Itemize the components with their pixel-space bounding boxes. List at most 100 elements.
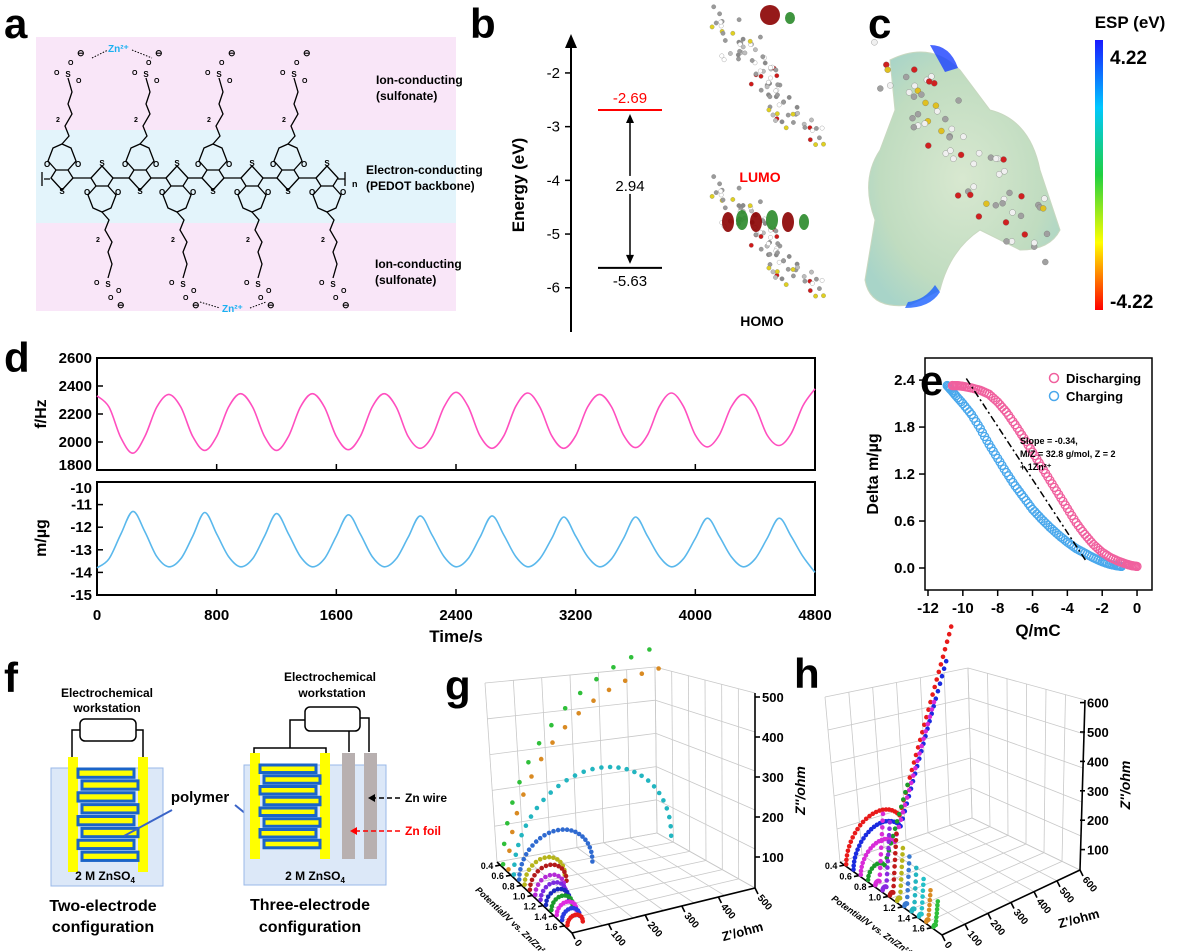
eis-point xyxy=(551,828,556,834)
eis-point xyxy=(878,858,883,864)
e-y-tick-label: 2.4 xyxy=(894,372,916,389)
eis-point xyxy=(897,895,903,901)
electrode-finger xyxy=(76,815,136,827)
eis-point xyxy=(943,658,949,664)
eis-point xyxy=(921,882,926,888)
zre-tick-label: 100 xyxy=(608,929,627,949)
eis-point xyxy=(892,870,897,876)
side-chain xyxy=(139,77,151,145)
eis-point xyxy=(938,662,944,667)
eis-point xyxy=(894,831,899,836)
eis-point xyxy=(516,877,522,882)
thiophene-ring xyxy=(165,165,189,187)
eis-series-0.9 xyxy=(880,820,893,893)
eis-series-1.3 xyxy=(909,865,919,914)
esp-atom xyxy=(911,82,918,90)
eis-point xyxy=(884,878,889,883)
thiophene-ring xyxy=(201,169,225,191)
eis-point xyxy=(921,736,926,742)
atom xyxy=(790,267,796,272)
atom xyxy=(717,11,722,17)
eis-point xyxy=(926,907,932,913)
electrode-bar-left xyxy=(68,757,78,872)
eis-point xyxy=(886,845,891,851)
eis-point xyxy=(913,879,918,884)
grid-line xyxy=(559,878,739,922)
eis-point xyxy=(906,867,911,873)
z-tick-label: 500 xyxy=(762,690,784,705)
panel-d-eqcm-plot: 0 800 1600 2400 3200 4000 4800 1800 2000 2200 2400… xyxy=(33,350,832,646)
eis-point xyxy=(884,871,890,877)
zre-tick-label: 500 xyxy=(755,893,774,913)
d-ticks: 0 800 1600 2400 3200 4000 4800 1800 2000 2200 2400… xyxy=(59,350,832,624)
eis-point xyxy=(941,666,947,671)
eis-point xyxy=(549,907,554,913)
zre-tick xyxy=(987,912,992,920)
potential-tick xyxy=(495,864,501,867)
orbital-lobe xyxy=(782,212,794,232)
eis-point xyxy=(656,790,662,796)
atom xyxy=(748,81,754,87)
sulfonate-sulfur: S xyxy=(330,280,336,289)
sulfur-atom: S xyxy=(99,159,105,168)
electron-band xyxy=(36,130,456,223)
eis-point xyxy=(894,819,900,824)
eis-point xyxy=(569,828,574,833)
eis-point xyxy=(517,779,522,785)
eis-point xyxy=(852,830,858,836)
eis-point xyxy=(859,864,864,870)
d-bottom-y-tick-label: -14 xyxy=(70,564,92,581)
eis-point xyxy=(549,722,554,728)
eis-point xyxy=(580,919,586,924)
charging-point xyxy=(1019,492,1029,503)
discharging-point xyxy=(995,399,1005,410)
potential-tick-label: 1.4 xyxy=(534,912,547,922)
eis-point xyxy=(940,654,946,660)
energy-ticks: -2 -3 -4 -5 -6 xyxy=(547,65,571,297)
energy-tick-label: -6 xyxy=(547,280,560,297)
frequency-series-line xyxy=(96,388,816,454)
sulfonate-oxygen: O xyxy=(191,288,197,295)
eis-series-0.5 xyxy=(506,666,661,872)
potential-tick xyxy=(537,904,544,908)
eis-point xyxy=(879,838,884,844)
atom xyxy=(794,104,800,110)
colorbar-title: ESP (eV) xyxy=(1095,13,1166,32)
eis-point xyxy=(548,790,553,795)
oxygen-atom: O xyxy=(153,160,159,169)
grid-line xyxy=(484,682,498,863)
eis-point xyxy=(611,665,616,670)
panel-g-3d-eis-plot: 100 200 300 400 500 Z''/ohm 0 100 200 300 400 500 Z'… xyxy=(473,647,808,951)
eis-series-0.4 xyxy=(500,647,652,867)
side-chain xyxy=(61,77,73,145)
eis-point xyxy=(564,827,570,832)
eis-point xyxy=(923,729,928,734)
grid-line xyxy=(569,674,578,848)
d-top-y-tick-label: 2400 xyxy=(59,378,92,395)
eis-point xyxy=(911,773,916,778)
energy-tick-label: -3 xyxy=(547,119,560,136)
eis-point xyxy=(510,800,515,805)
atom xyxy=(753,47,758,53)
charging-point xyxy=(1021,495,1031,506)
e-x-tick-label: -12 xyxy=(917,600,939,617)
atom xyxy=(742,50,748,56)
atom xyxy=(720,30,726,36)
eis-point xyxy=(898,817,904,822)
atom xyxy=(802,125,808,130)
homo-value: -5.63 xyxy=(613,273,647,290)
eis-point xyxy=(863,852,869,858)
eis-point xyxy=(581,769,586,775)
esp-atom xyxy=(1040,205,1047,212)
oxygen-atom: O xyxy=(301,160,307,169)
atom xyxy=(773,67,779,73)
atom xyxy=(795,110,800,116)
d-top-ylabel: f/Hz xyxy=(33,399,50,428)
eis-point xyxy=(500,862,506,867)
atom xyxy=(821,293,826,299)
grid-line xyxy=(1043,689,1047,853)
d-top-y-tick-label: 2200 xyxy=(59,406,92,423)
eis-point xyxy=(562,706,568,711)
discharging-point xyxy=(1077,526,1088,537)
